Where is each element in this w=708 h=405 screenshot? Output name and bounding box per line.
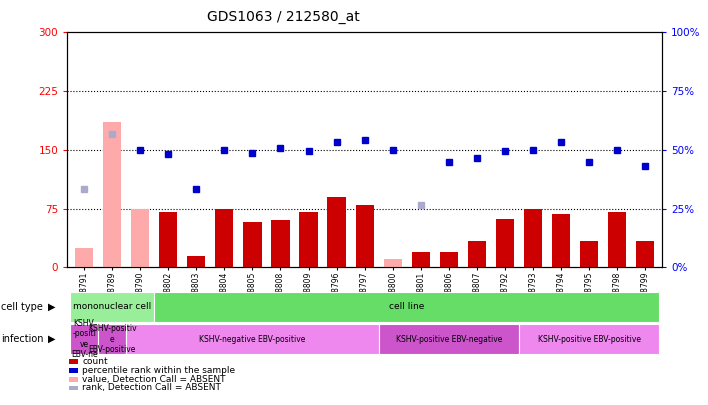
Text: GDS1063 / 212580_at: GDS1063 / 212580_at xyxy=(207,10,360,24)
Text: KSHV-positive EBV-negative: KSHV-positive EBV-negative xyxy=(396,335,502,344)
Text: KSHV-negative EBV-positive: KSHV-negative EBV-positive xyxy=(199,335,306,344)
Bar xyxy=(244,222,261,267)
Bar xyxy=(299,213,318,267)
Bar xyxy=(636,241,654,267)
Bar xyxy=(355,205,374,267)
Text: KSHV
-positi
ve
EBV-ne: KSHV -positi ve EBV-ne xyxy=(71,319,98,359)
Text: count: count xyxy=(82,357,108,366)
Bar xyxy=(154,292,659,322)
Bar xyxy=(215,209,234,267)
Bar xyxy=(519,324,659,354)
Text: cell line: cell line xyxy=(389,302,424,311)
Bar xyxy=(379,324,519,354)
Bar xyxy=(70,324,98,354)
Bar xyxy=(496,219,514,267)
Bar xyxy=(384,260,402,267)
Bar xyxy=(440,252,458,267)
Text: percentile rank within the sample: percentile rank within the sample xyxy=(82,366,235,375)
Bar xyxy=(580,241,598,267)
Text: ▶: ▶ xyxy=(48,302,56,311)
Bar xyxy=(159,213,178,267)
Bar xyxy=(468,241,486,267)
Bar xyxy=(70,292,154,322)
Bar xyxy=(103,122,121,267)
Bar xyxy=(98,324,126,354)
Bar xyxy=(126,324,379,354)
Bar xyxy=(411,252,430,267)
Bar xyxy=(328,197,346,267)
Bar xyxy=(608,213,626,267)
Text: infection: infection xyxy=(1,334,44,344)
Text: ▶: ▶ xyxy=(48,334,56,344)
Bar xyxy=(187,256,205,267)
Bar xyxy=(131,209,149,267)
Text: KSHV-positiv
e
EBV-positive: KSHV-positiv e EBV-positive xyxy=(88,324,137,354)
Bar xyxy=(75,248,93,267)
Bar xyxy=(552,214,570,267)
Text: KSHV-positive EBV-positive: KSHV-positive EBV-positive xyxy=(537,335,641,344)
Text: value, Detection Call = ABSENT: value, Detection Call = ABSENT xyxy=(82,375,226,384)
Bar xyxy=(524,209,542,267)
Text: cell type: cell type xyxy=(1,302,43,311)
Text: rank, Detection Call = ABSENT: rank, Detection Call = ABSENT xyxy=(82,384,221,392)
Bar xyxy=(271,220,290,267)
Text: mononuclear cell: mononuclear cell xyxy=(73,302,152,311)
